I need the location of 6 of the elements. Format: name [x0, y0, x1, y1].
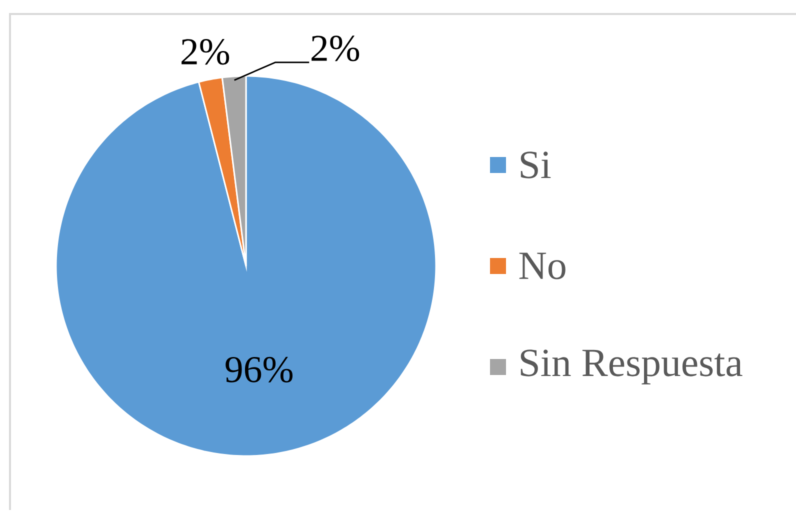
legend-label: Sin Respuesta: [520, 350, 742, 384]
data-label: 2%: [312, 36, 360, 62]
legend-label: Si: [520, 152, 551, 178]
data-label: 2%: [182, 39, 230, 65]
data-label: 96%: [226, 356, 293, 383]
legend-label: No: [519, 252, 566, 280]
